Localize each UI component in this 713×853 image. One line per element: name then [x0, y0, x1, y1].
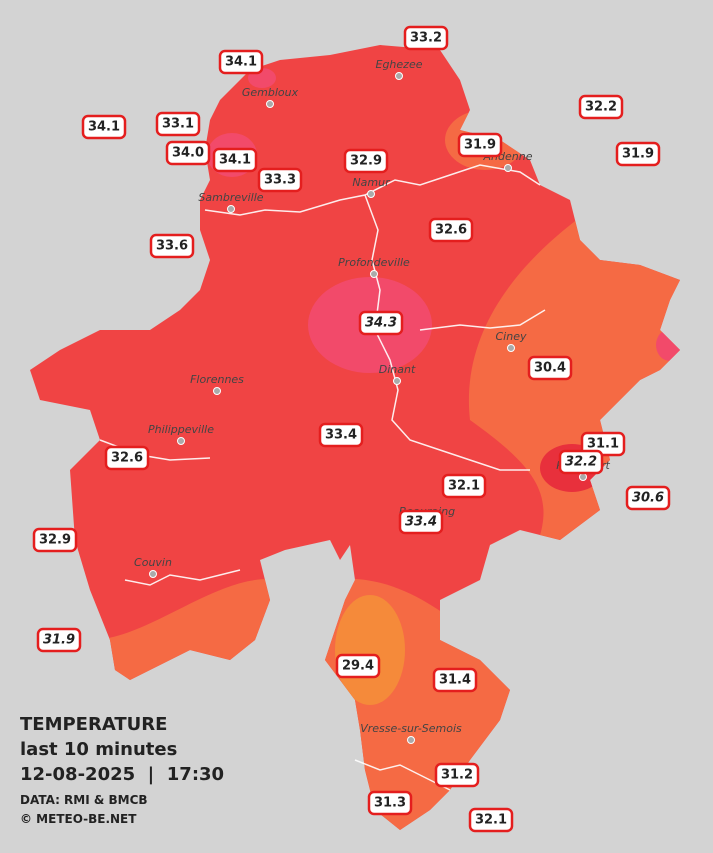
city-dot [393, 377, 401, 385]
station-box [318, 422, 364, 448]
legend-source: DATA: RMI & BMCB [20, 793, 148, 807]
station-temperature: 34.1 [219, 153, 251, 168]
city-label: Philippeville [148, 423, 214, 436]
station-temperature: 29.4 [342, 659, 374, 674]
station-temperature: 32.9 [350, 154, 382, 169]
city-dot [177, 437, 185, 445]
station-box [367, 790, 413, 816]
city-label: Florennes [190, 373, 244, 386]
legend-datetime: 12-08-2025 | 17:30 [20, 764, 224, 785]
station-temperature: 34.1 [225, 55, 257, 70]
station-box [625, 485, 671, 511]
station-temperature: 31.9 [43, 633, 75, 648]
station-temperature: 32.1 [448, 479, 480, 494]
station-box [149, 233, 195, 259]
station-box [403, 25, 449, 51]
station-box [441, 473, 487, 499]
station-box [457, 132, 503, 158]
city-dot [227, 205, 235, 213]
station-temperature: 30.4 [534, 361, 566, 376]
rivers [99, 164, 546, 791]
station-temperature: 33.6 [156, 239, 188, 254]
city-label: Couvin [134, 556, 172, 569]
station-box [615, 141, 661, 167]
station-temperature: 30.6 [632, 491, 664, 506]
station-temperature: 33.1 [162, 117, 194, 132]
station-box [558, 449, 604, 475]
city-dot [504, 164, 512, 172]
station-box [165, 140, 211, 166]
station-box [335, 653, 381, 679]
station-temperature: 34.3 [365, 316, 397, 331]
station-temperature: 33.4 [405, 515, 437, 530]
station-box [32, 527, 78, 553]
station-temperature: 32.6 [111, 451, 143, 466]
legend-title: TEMPERATURE [20, 714, 167, 735]
city-label: Namur [352, 176, 391, 189]
station-temperature: 33.2 [410, 31, 442, 46]
station-temperature: 31.1 [587, 437, 619, 452]
city-label: Dinant [379, 363, 416, 376]
city-dot [149, 570, 157, 578]
legend-subtitle: last 10 minutes [20, 739, 177, 760]
city-label: Profondeville [338, 256, 410, 269]
city-label: Sambreville [198, 191, 263, 204]
station-temperature: 33.3 [264, 173, 296, 188]
station-temperature: 32.2 [585, 100, 617, 115]
city-dot [266, 100, 274, 108]
station-box [212, 147, 258, 173]
station-box [578, 94, 624, 120]
city-dot [367, 190, 375, 198]
station-temperature: 34.0 [172, 146, 204, 161]
station-box [81, 114, 127, 140]
station-box [432, 667, 478, 693]
city-dot [213, 387, 221, 395]
station-box [257, 167, 303, 193]
station-temperature: 31.9 [622, 147, 654, 162]
station-box [434, 762, 480, 788]
station-temperature: 33.4 [325, 428, 357, 443]
station-temperature: 32.6 [435, 223, 467, 238]
station-temperature: 32.2 [565, 455, 597, 470]
city-label: Eghezee [376, 58, 423, 71]
station-temperature: 31.3 [374, 796, 406, 811]
city-dot [395, 72, 403, 80]
station-temperature: 31.9 [464, 138, 496, 153]
station-box [527, 355, 573, 381]
city-dot [370, 270, 378, 278]
city-dot [579, 473, 587, 481]
station-box [468, 807, 514, 833]
station-box [36, 627, 82, 653]
city-label: Ciney [496, 330, 527, 343]
station-box [398, 509, 444, 535]
station-box [358, 310, 404, 336]
station-temperature: 32.1 [475, 813, 507, 828]
station-box [428, 217, 474, 243]
legend-credit: © METEO-BE.NET [20, 812, 137, 826]
station-temperature: 34.1 [88, 120, 120, 135]
city-label: Gembloux [242, 86, 299, 99]
station-box [104, 445, 150, 471]
station-box [218, 49, 264, 75]
city-dot [407, 736, 415, 744]
station-box [155, 111, 201, 137]
station-temperature: 31.4 [439, 673, 471, 688]
city-dot [507, 344, 515, 352]
station-temperature: 32.9 [39, 533, 71, 548]
station-box [343, 148, 389, 174]
station-temperature: 31.2 [441, 768, 473, 783]
city-label: Vresse-sur-Semois [360, 722, 462, 735]
